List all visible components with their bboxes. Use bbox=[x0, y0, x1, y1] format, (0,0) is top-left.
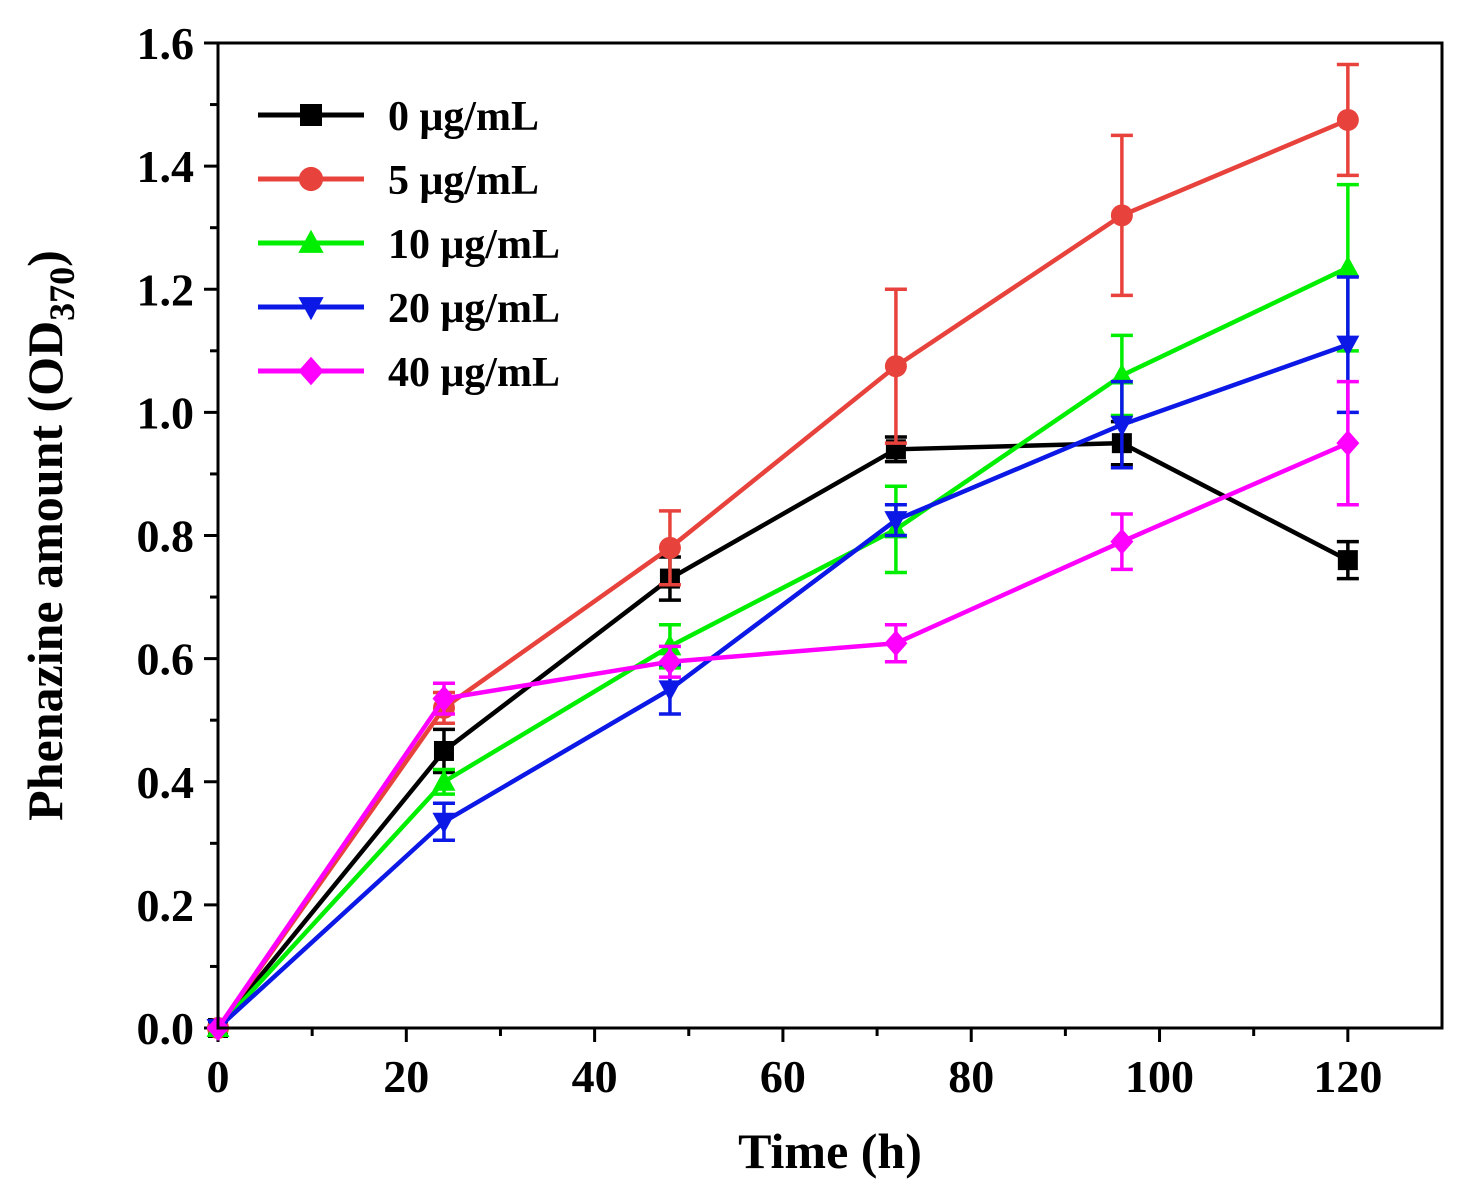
y-tick-label: 1.0 bbox=[137, 387, 195, 438]
data-point bbox=[884, 511, 908, 533]
series-line bbox=[216, 265, 1349, 1030]
y-tick-label: 1.2 bbox=[137, 264, 195, 315]
legend-entry: 20 μg/mL bbox=[258, 286, 560, 332]
y-tick-label: 0.0 bbox=[137, 1003, 195, 1054]
legend-label: 5 μg/mL bbox=[388, 158, 539, 204]
data-point bbox=[884, 630, 908, 657]
legend-marker bbox=[298, 356, 324, 386]
y-axis-title-main: Phenazine amount (OD bbox=[17, 321, 73, 821]
legend-entry: 0 μg/mL bbox=[258, 94, 539, 140]
y-tick-label: 0.4 bbox=[137, 757, 195, 808]
y-axis-title: Phenazine amount (OD370) bbox=[17, 250, 82, 821]
data-point bbox=[432, 769, 456, 791]
x-tick-label: 60 bbox=[760, 1051, 806, 1102]
legend-marker bbox=[300, 104, 322, 126]
series-2 bbox=[206, 182, 1360, 1037]
x-tick-label: 0 bbox=[207, 1051, 230, 1102]
legend-label: 0 μg/mL bbox=[388, 94, 539, 140]
x-tick-label: 120 bbox=[1313, 1051, 1382, 1102]
axes-layer: 0 20 40 60 80 100 120 0.0 0.2 0.4 0.6 0.8 1.0 1.2 1.4 1… bbox=[137, 18, 1383, 1102]
data-point bbox=[432, 685, 456, 712]
data-point bbox=[432, 812, 456, 834]
series-line bbox=[216, 441, 1349, 1030]
series-layer bbox=[206, 62, 1360, 1041]
data-point bbox=[433, 740, 454, 761]
data-point bbox=[1337, 550, 1358, 571]
x-tick-label: 40 bbox=[572, 1051, 618, 1102]
series-1 bbox=[207, 62, 1359, 1039]
data-point bbox=[1110, 363, 1134, 385]
legend-marker bbox=[298, 297, 324, 321]
plot-frame bbox=[216, 41, 1444, 1030]
x-tick-label: 100 bbox=[1125, 1051, 1194, 1102]
x-tick-label: 80 bbox=[948, 1051, 994, 1102]
y-tick-label: 1.4 bbox=[137, 141, 195, 192]
data-point bbox=[884, 355, 907, 378]
legend-entry: 10 μg/mL bbox=[258, 222, 560, 268]
y-axis-title-close: ) bbox=[17, 250, 73, 267]
data-point bbox=[1336, 255, 1360, 277]
series-3 bbox=[206, 275, 1360, 1040]
data-point bbox=[658, 680, 682, 702]
legend-label: 40 μg/mL bbox=[388, 350, 560, 396]
y-tick-label: 0.6 bbox=[137, 634, 195, 685]
y-tick-label: 0.2 bbox=[137, 880, 195, 931]
legend-label: 20 μg/mL bbox=[388, 286, 560, 332]
data-point bbox=[1336, 335, 1360, 357]
legend-marker bbox=[298, 166, 324, 192]
series-line bbox=[216, 342, 1349, 1030]
legend-entry: 40 μg/mL bbox=[258, 350, 560, 396]
legend: 0 μg/mL 5 μg/mL 10 μg/mL 20 μg/mL 40 μg/mL bbox=[258, 94, 560, 396]
data-point bbox=[1110, 204, 1133, 227]
y-axis-title-subscript: 370 bbox=[42, 267, 82, 321]
data-point bbox=[658, 648, 682, 675]
data-point bbox=[658, 536, 681, 559]
legend-label: 10 μg/mL bbox=[388, 222, 560, 268]
legend-marker bbox=[298, 229, 324, 253]
legend-entry: 5 μg/mL bbox=[258, 158, 539, 204]
series-line bbox=[216, 440, 1349, 1030]
y-tick-label: 1.6 bbox=[137, 18, 195, 69]
y-tick-label: 0.8 bbox=[137, 511, 195, 562]
x-axis-title: Time (h) bbox=[738, 1123, 922, 1179]
series-4 bbox=[206, 379, 1360, 1041]
data-point bbox=[1336, 430, 1360, 457]
data-point bbox=[1336, 108, 1359, 131]
data-point bbox=[1110, 415, 1134, 437]
series-line bbox=[216, 117, 1349, 1030]
data-point bbox=[1110, 528, 1134, 555]
x-tick-label: 20 bbox=[383, 1051, 429, 1102]
